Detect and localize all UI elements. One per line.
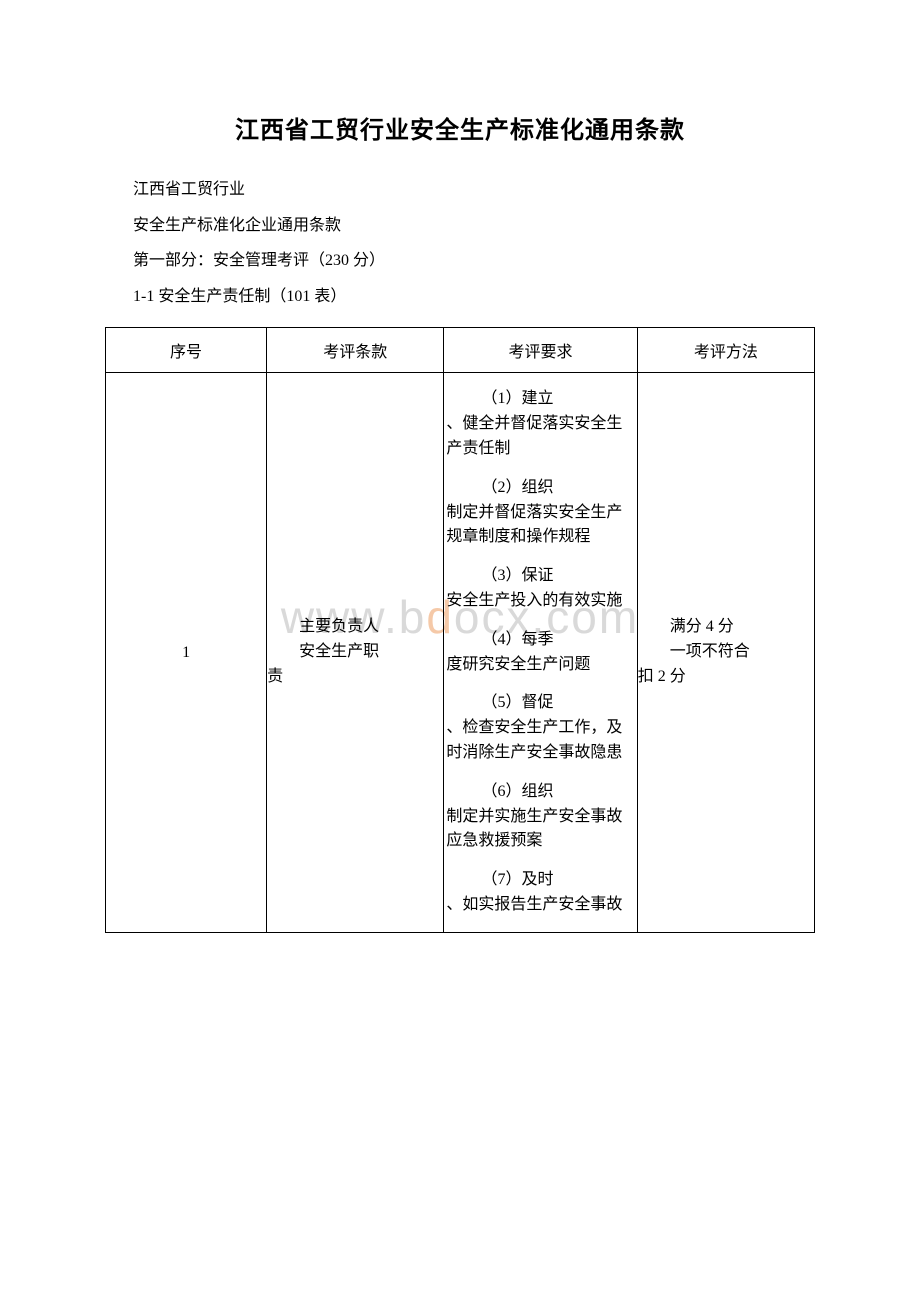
- req-text: 、健全并督促落实安全生产责任制: [446, 412, 630, 462]
- req-num: （3）保证: [446, 564, 630, 589]
- req-text: 制定并实施生产安全事故应急救援预案: [446, 805, 630, 855]
- subtitle-line-4: 1-1 安全生产责任制（101 表）: [133, 280, 815, 314]
- req-text: 、如实报告生产安全事故: [446, 893, 630, 918]
- col-header-clause: 考评条款: [267, 328, 444, 373]
- col-header-method: 考评方法: [637, 328, 814, 373]
- table-row: 1 主要负责人 安全生产职 责 （1）建立 、健全并督促落实安全生产责任制 （2…: [106, 373, 815, 932]
- req-text: 度研究安全生产问题: [446, 653, 630, 678]
- req-num: （7）及时: [446, 868, 630, 893]
- req-text: 制定并督促落实安全生产规章制度和操作规程: [446, 501, 630, 551]
- req-text: 、检查安全生产工作，及时消除生产安全事故隐患: [446, 716, 630, 766]
- req-item: （1）建立 、健全并督促落实安全生产责任制: [446, 387, 630, 461]
- req-item: （7）及时 、如实报告生产安全事故: [446, 868, 630, 918]
- content-layer: 江西省工贸行业安全生产标准化通用条款 江西省工贸行业 安全生产标准化企业通用条款…: [105, 110, 815, 933]
- req-item: （4）每季 度研究安全生产问题: [446, 628, 630, 678]
- req-item: （2）组织 制定并督促落实安全生产规章制度和操作规程: [446, 476, 630, 550]
- evaluation-table: 序号 考评条款 考评要求 考评方法 1 主要负责人 安全生产职 责: [105, 327, 815, 932]
- method-line-3: 扣 2 分: [638, 665, 810, 690]
- req-num: （6）组织: [446, 780, 630, 805]
- clause-line-2: 安全生产职: [267, 640, 439, 665]
- cell-requirements: （1）建立 、健全并督促落实安全生产责任制 （2）组织 制定并督促落实安全生产规…: [444, 373, 637, 932]
- clause-line-1: 主要负责人: [267, 615, 439, 640]
- subtitle-line-1: 江西省工贸行业: [133, 173, 815, 207]
- req-num: （4）每季: [446, 628, 630, 653]
- req-num: （1）建立: [446, 387, 630, 412]
- req-text: 安全生产投入的有效实施: [446, 589, 630, 614]
- req-item: （5）督促 、检查安全生产工作，及时消除生产安全事故隐患: [446, 691, 630, 765]
- method-line-2: 一项不符合: [638, 640, 810, 665]
- cell-seq: 1: [106, 373, 267, 932]
- col-header-seq: 序号: [106, 328, 267, 373]
- table-header-row: 序号 考评条款 考评要求 考评方法: [106, 328, 815, 373]
- document-page: www.bdocx.com 江西省工贸行业安全生产标准化通用条款 江西省工贸行业…: [0, 0, 920, 1033]
- req-item: （6）组织 制定并实施生产安全事故应急救援预案: [446, 780, 630, 854]
- method-line-1: 满分 4 分: [638, 615, 810, 640]
- req-item: （3）保证 安全生产投入的有效实施: [446, 564, 630, 614]
- cell-method: 满分 4 分 一项不符合 扣 2 分: [637, 373, 814, 932]
- subtitle-line-2: 安全生产标准化企业通用条款: [133, 209, 815, 243]
- main-title: 江西省工贸行业安全生产标准化通用条款: [105, 110, 815, 145]
- req-num: （5）督促: [446, 691, 630, 716]
- col-header-requirement: 考评要求: [444, 328, 637, 373]
- req-num: （2）组织: [446, 476, 630, 501]
- clause-line-3: 责: [267, 665, 439, 690]
- subtitle-line-3: 第一部分：安全管理考评（230 分）: [133, 244, 815, 278]
- cell-clause: 主要负责人 安全生产职 责: [267, 373, 444, 932]
